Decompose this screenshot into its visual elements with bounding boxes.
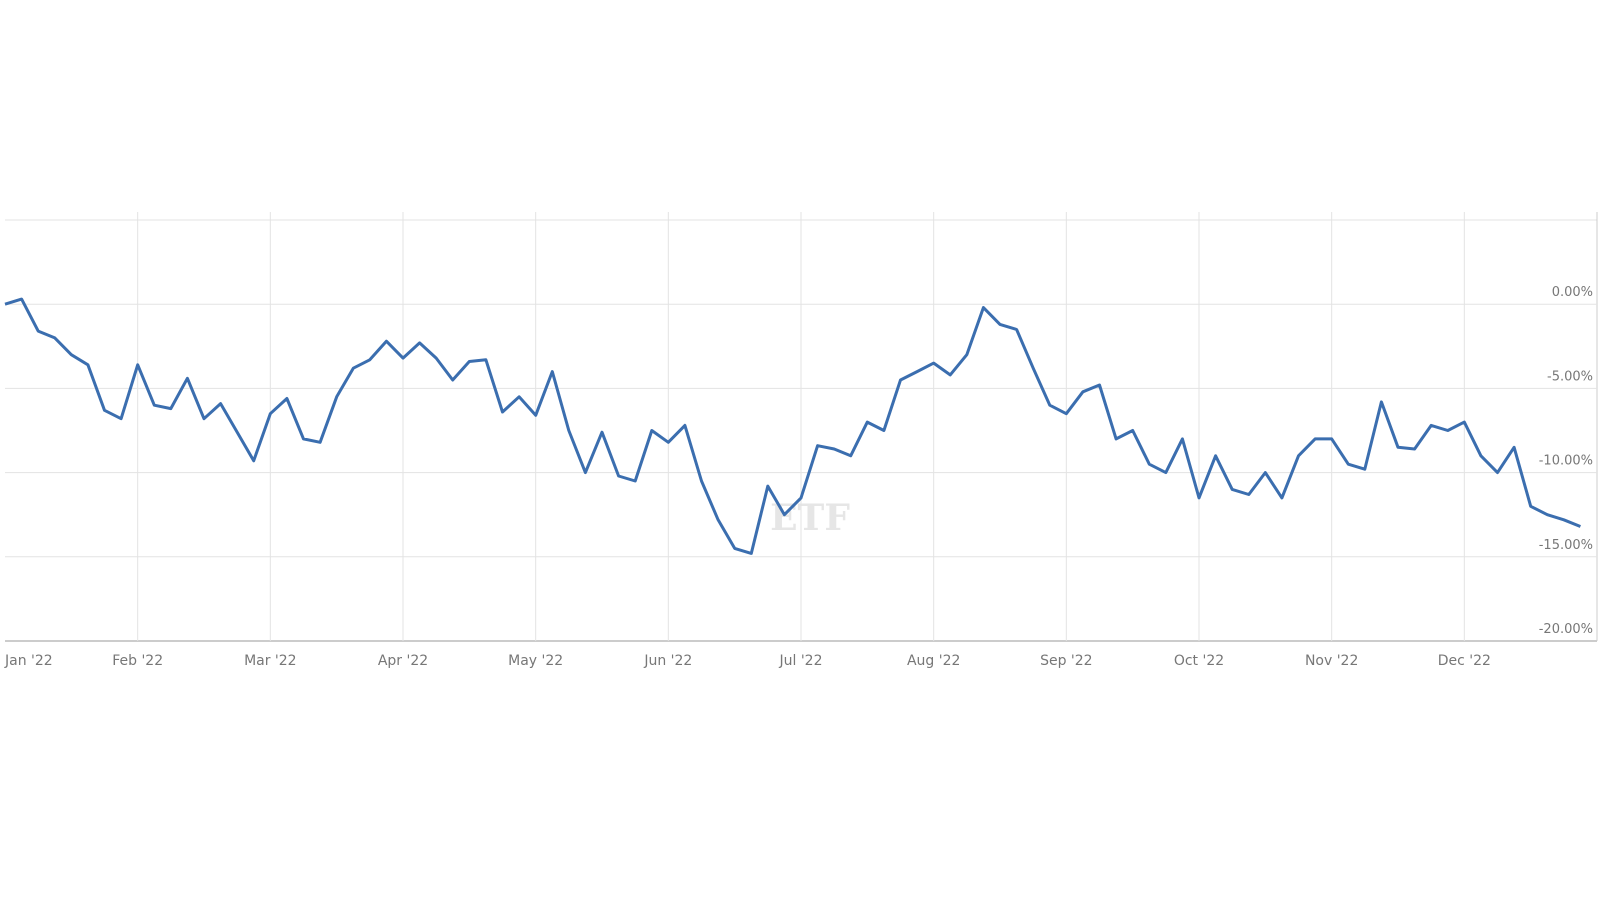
x-tick-label: Aug '22 xyxy=(907,653,960,669)
x-tick-label: Jan '22 xyxy=(4,653,53,669)
x-tick-label: Dec '22 xyxy=(1438,653,1491,669)
data-line xyxy=(4,297,1581,555)
x-tick-label: Nov '22 xyxy=(1305,653,1358,669)
x-tick-label: May '22 xyxy=(508,653,563,669)
x-tick-label: Oct '22 xyxy=(1174,653,1224,669)
y-tick-label: 0.00% xyxy=(1552,285,1593,300)
x-tick-label: Sep '22 xyxy=(1040,653,1093,669)
x-tick-label: Mar '22 xyxy=(244,653,297,669)
y-tick-label: -20.00% xyxy=(1539,622,1593,637)
x-tick-label: Feb '22 xyxy=(112,653,163,669)
y-tick-label: -15.00% xyxy=(1539,538,1593,553)
watermark: ETF xyxy=(770,497,850,539)
y-tick-label: -10.00% xyxy=(1539,454,1593,469)
x-tick-label: Apr '22 xyxy=(378,653,428,669)
x-tick-label: Jul '22 xyxy=(778,653,822,669)
x-tick-label: Jun '22 xyxy=(643,653,692,669)
y-tick-label: -5.00% xyxy=(1547,369,1593,384)
